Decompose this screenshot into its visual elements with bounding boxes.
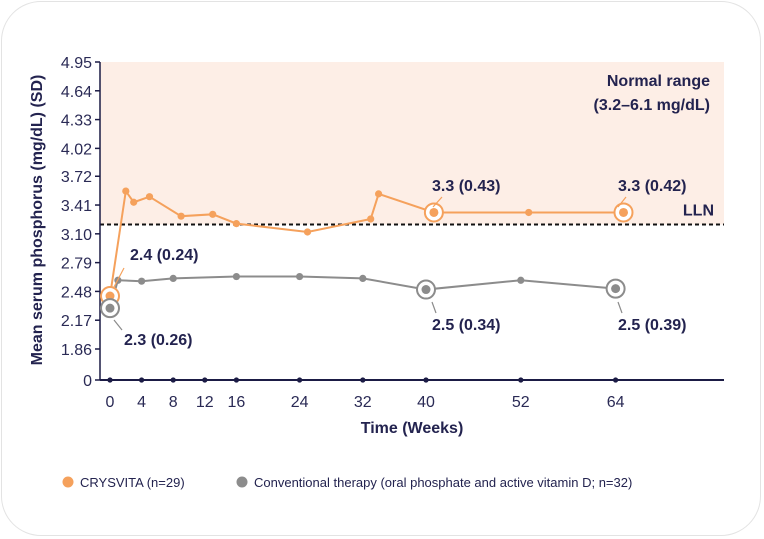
y-tick-label: 2.79 (61, 256, 92, 273)
series-0-point (209, 210, 217, 218)
x-tick-dot (518, 377, 524, 383)
x-tick-label: 8 (169, 394, 178, 411)
highlight-point (619, 207, 628, 217)
lln-label: LLN (683, 203, 714, 220)
highlight-point (421, 285, 431, 295)
y-tick-label: 3.41 (61, 198, 92, 215)
x-axis-title: Time (Weeks) (361, 420, 464, 437)
y-tick-label: 4.02 (61, 141, 92, 158)
y-axis-title: Mean serum phosphorus (mg/dL) (SD) (29, 75, 46, 366)
x-tick-dot (170, 377, 176, 383)
x-tick-label: 16 (228, 394, 246, 411)
x-tick-label: 64 (607, 394, 625, 411)
x-tick-label: 32 (354, 394, 372, 411)
series-1-point (169, 274, 177, 283)
x-tick-dot (139, 377, 145, 383)
x-tick-label: 40 (417, 394, 435, 411)
x-tick-label: 24 (291, 394, 309, 411)
annotation-leader (113, 267, 125, 288)
annotation-leader (617, 196, 627, 208)
data-label: 2.3 (0.26) (124, 332, 192, 349)
series-1-point (232, 272, 240, 281)
x-tick-dot (233, 377, 239, 383)
y-tick-label: 3.72 (61, 169, 92, 186)
series-0-point (130, 198, 138, 206)
series-1-point (359, 274, 367, 283)
series-0-point (367, 215, 375, 223)
y-tick-label: 1.86 (61, 342, 92, 359)
series-line-1 (109, 275, 616, 309)
highlight-point (105, 291, 115, 301)
data-label: 3.3 (0.42) (618, 178, 686, 195)
data-label: 2.4 (0.24) (130, 247, 198, 264)
series-0-point (525, 208, 533, 217)
annotation-leader (617, 301, 623, 314)
annotation-leader (431, 301, 437, 314)
x-tick-dot (107, 377, 113, 383)
y-tick-label: 2.48 (61, 284, 92, 301)
x-tick-dot (202, 377, 208, 383)
series-0-point (122, 187, 130, 195)
annotation-leader (432, 196, 443, 208)
y-tick-label: 3.10 (61, 227, 92, 244)
y-tick-label: 4.33 (61, 113, 92, 130)
x-tick-dot (297, 377, 303, 383)
normal-range-label: Normal range (607, 73, 710, 90)
x-tick-dot (423, 377, 429, 383)
series-1-point (138, 277, 146, 285)
y-tick-label: 0 (83, 373, 92, 390)
normal-range-value: (3.2–6.1 mg/dL) (594, 97, 710, 114)
series-0-point (177, 212, 185, 220)
series-0-point (145, 193, 154, 201)
series-0-point (232, 220, 240, 228)
legend-marker (236, 476, 248, 488)
series-1-point (296, 272, 304, 281)
y-tick-label: 4.64 (61, 84, 92, 101)
x-tick-dot (360, 377, 366, 383)
normal-range-band (100, 62, 724, 225)
legend-label: CRYSVITA (n=29) (80, 475, 185, 490)
legend-label: Conventional therapy (oral phosphate and… (254, 475, 632, 490)
series-0-point (375, 190, 383, 198)
highlight-point (105, 303, 115, 313)
y-tick-label: 2.17 (61, 313, 92, 330)
annotation-leader (113, 319, 123, 331)
data-label: 2.5 (0.39) (618, 317, 686, 334)
x-tick-label: 52 (512, 394, 530, 411)
series-0-point (303, 228, 312, 236)
series-1-point (517, 276, 525, 284)
x-tick-dot (613, 377, 619, 383)
x-tick-label: 12 (196, 394, 214, 411)
y-tick-label: 4.95 (61, 55, 92, 72)
highlight-point (429, 207, 439, 217)
data-label: 3.3 (0.43) (432, 178, 500, 195)
data-label: 2.5 (0.34) (432, 317, 500, 334)
legend-marker (62, 476, 74, 488)
x-tick-label: 4 (137, 394, 146, 411)
highlight-point (611, 284, 621, 294)
x-tick-label: 0 (106, 394, 115, 411)
